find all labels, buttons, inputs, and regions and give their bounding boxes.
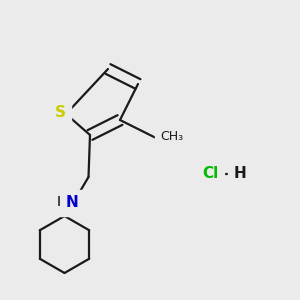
Text: S: S	[55, 105, 65, 120]
Text: H: H	[234, 167, 246, 182]
Text: N: N	[66, 195, 78, 210]
Text: Cl: Cl	[202, 167, 218, 182]
Text: CH₃: CH₃	[160, 130, 184, 143]
Text: H: H	[56, 196, 68, 209]
